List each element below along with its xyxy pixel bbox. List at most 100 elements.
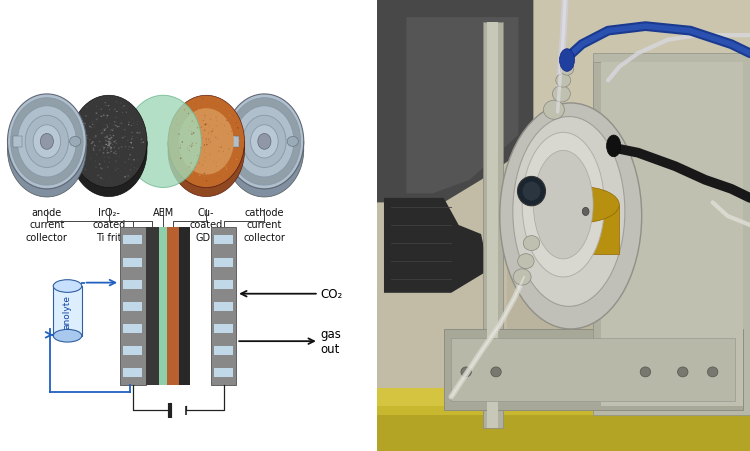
Ellipse shape [33,125,61,159]
Ellipse shape [108,142,109,143]
Ellipse shape [236,159,238,161]
Ellipse shape [202,165,203,166]
Ellipse shape [110,138,112,140]
Ellipse shape [238,141,240,143]
Ellipse shape [136,124,138,125]
Ellipse shape [203,119,205,120]
Ellipse shape [204,150,205,151]
Ellipse shape [207,142,208,143]
Ellipse shape [96,120,98,121]
Ellipse shape [100,116,102,118]
Ellipse shape [202,98,203,100]
Ellipse shape [86,145,88,146]
Ellipse shape [211,157,213,159]
Bar [123,368,142,377]
Ellipse shape [107,147,109,148]
Ellipse shape [203,121,204,122]
Ellipse shape [119,138,121,139]
Ellipse shape [251,125,278,159]
Ellipse shape [110,148,112,149]
Ellipse shape [70,96,147,188]
Ellipse shape [204,173,205,175]
Ellipse shape [115,117,116,118]
Ellipse shape [212,129,213,130]
Ellipse shape [93,150,95,152]
Ellipse shape [189,126,190,128]
Ellipse shape [241,133,242,134]
Text: gas
out: gas out [321,327,341,355]
Ellipse shape [95,136,97,137]
Ellipse shape [109,142,111,143]
Ellipse shape [640,367,651,377]
Ellipse shape [215,137,216,138]
Ellipse shape [186,171,188,172]
Ellipse shape [101,146,103,147]
Ellipse shape [206,123,207,124]
Ellipse shape [128,159,130,161]
Ellipse shape [86,138,88,139]
Ellipse shape [203,177,205,178]
Ellipse shape [229,149,230,150]
Ellipse shape [118,127,120,128]
Ellipse shape [206,144,207,146]
Bar [214,236,233,245]
Ellipse shape [190,163,191,164]
Ellipse shape [122,138,124,139]
Ellipse shape [104,157,105,158]
Ellipse shape [80,144,82,145]
Ellipse shape [81,124,83,125]
Ellipse shape [128,150,129,151]
Ellipse shape [132,137,133,138]
Ellipse shape [99,133,100,135]
Ellipse shape [106,137,108,138]
Ellipse shape [182,142,183,143]
Ellipse shape [124,137,125,138]
Ellipse shape [70,137,81,147]
Ellipse shape [121,123,122,124]
Ellipse shape [88,139,91,141]
Ellipse shape [117,168,118,170]
Ellipse shape [128,125,130,126]
Ellipse shape [108,145,109,147]
Ellipse shape [582,208,589,216]
Ellipse shape [191,134,193,135]
Ellipse shape [518,177,545,207]
Ellipse shape [104,130,106,132]
Ellipse shape [208,145,209,146]
Bar [13,137,22,148]
Ellipse shape [112,145,113,146]
Ellipse shape [138,133,140,135]
Ellipse shape [205,143,206,145]
Ellipse shape [130,139,133,140]
Ellipse shape [180,145,181,147]
Ellipse shape [206,123,207,125]
Ellipse shape [218,151,220,153]
Ellipse shape [192,101,194,103]
Ellipse shape [224,125,225,127]
Ellipse shape [513,269,531,285]
Ellipse shape [100,142,101,143]
Ellipse shape [140,143,142,144]
Ellipse shape [212,162,213,163]
Ellipse shape [107,167,108,168]
Ellipse shape [76,133,78,134]
Ellipse shape [116,154,117,155]
Ellipse shape [518,254,534,269]
Text: AEM: AEM [152,207,174,217]
Ellipse shape [74,127,76,128]
Ellipse shape [10,98,83,186]
Ellipse shape [168,96,244,188]
Bar [123,346,142,355]
Polygon shape [376,0,533,203]
Ellipse shape [215,117,217,119]
Ellipse shape [225,95,304,189]
Ellipse shape [104,147,105,149]
Ellipse shape [131,126,132,127]
Ellipse shape [121,147,123,148]
Ellipse shape [115,161,117,163]
Ellipse shape [120,103,122,104]
Ellipse shape [81,170,82,171]
Ellipse shape [133,160,135,161]
Ellipse shape [134,168,135,169]
Ellipse shape [107,142,109,143]
